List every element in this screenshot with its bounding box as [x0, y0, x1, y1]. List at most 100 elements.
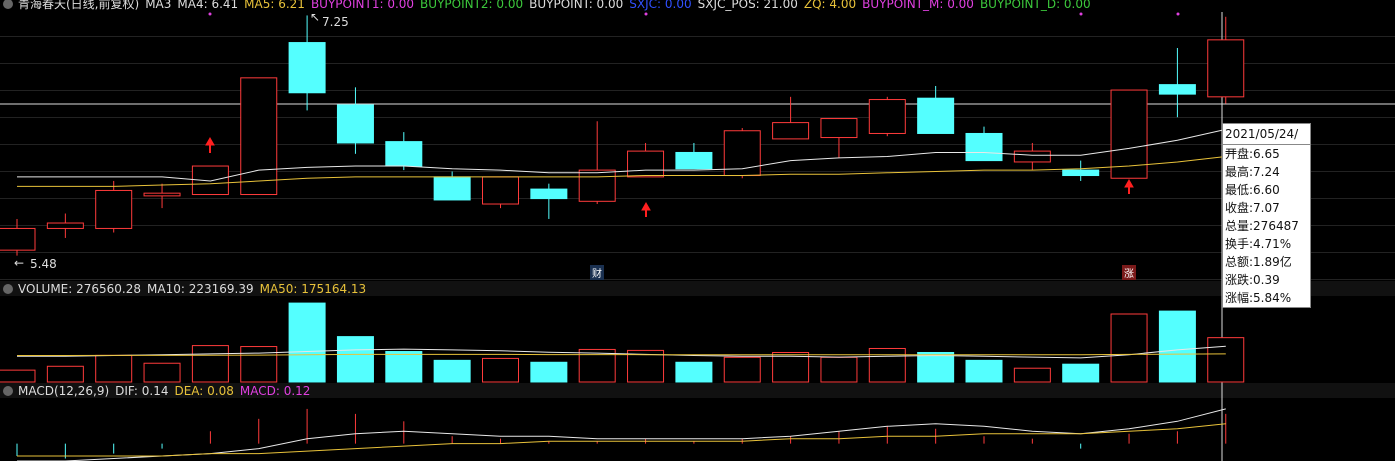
ma-line	[17, 345, 1226, 359]
panel-separator	[0, 281, 1395, 296]
candle-body	[288, 42, 326, 94]
volume-bar	[965, 359, 1003, 383]
candle-body	[0, 227, 36, 251]
legend-item: MA5: 6.21	[244, 0, 305, 11]
volume-bar	[191, 345, 229, 383]
ma-line	[17, 408, 1226, 461]
volume-bar	[627, 349, 665, 383]
main-legend: 青海春天(日线,前复权) MA3 MA4: 6.41 MA5: 6.21 BUYPOIN…	[0, 0, 1097, 11]
candle-body	[95, 189, 133, 229]
legend-item: MACD(12,26,9)	[18, 383, 110, 398]
legend-item: MA10: 223169.39	[147, 281, 254, 296]
legend-icon	[3, 283, 13, 294]
volume-bar	[385, 351, 423, 383]
legend-item: BUYPOINT1: 0.00	[310, 0, 415, 11]
candle-body	[1062, 169, 1100, 177]
legend-item: 青海春天(日线,前复权)	[18, 0, 140, 11]
tooltip-row: 涨跌:0.39	[1225, 273, 1280, 287]
legend-item: MA3	[145, 0, 172, 11]
legend-item: BUYPOINT_M: 0.00	[862, 0, 974, 11]
price-grid	[0, 10, 1395, 280]
tooltip-row: 换手:4.71%	[1225, 237, 1292, 251]
volume-bar	[143, 362, 181, 383]
volume-bar	[723, 356, 761, 383]
legend-item: VOLUME: 276560.28	[18, 281, 141, 296]
candle-body	[336, 104, 374, 144]
badge: 涨	[1122, 265, 1136, 280]
legend-item: DEA: 0.08	[174, 383, 234, 398]
buy-arrows	[205, 136, 1134, 217]
legend-item: DIF: 0.14	[115, 383, 169, 398]
candle-body	[433, 176, 471, 201]
candle-body	[46, 222, 84, 229]
legend-item: BUYPOINT2: 0.00	[420, 0, 524, 11]
tooltip-row: 收盘:7.07	[1225, 201, 1280, 215]
candle-body	[868, 99, 906, 134]
candle-body	[917, 97, 955, 134]
low-label: 5.48	[30, 257, 57, 271]
volume-bar	[336, 336, 374, 383]
volume-bar	[772, 351, 810, 383]
volume-bar	[530, 361, 568, 383]
candle-body	[578, 169, 616, 202]
volume-bar	[868, 347, 906, 383]
tooltip-row: 涨幅:5.84%	[1225, 291, 1292, 305]
volume-legend: VOLUME: 276560.28 MA10: 223169.39 MA50: 17…	[0, 281, 372, 296]
candle-body	[530, 188, 568, 200]
candle-body	[240, 77, 278, 196]
ma-line	[17, 156, 1226, 187]
ma-line	[17, 353, 1226, 356]
tooltip-row: 最低:6.60	[1225, 183, 1280, 197]
legend-icon	[3, 0, 13, 9]
volume-bar	[288, 302, 326, 383]
legend-item: SXJC: 0.00	[629, 0, 692, 11]
tooltip-row: 开盘:6.65	[1225, 147, 1280, 161]
volume-bar	[820, 356, 858, 383]
candle-body	[675, 151, 713, 170]
candle-body	[385, 141, 423, 167]
volume-bar	[675, 361, 713, 383]
high-arrow: ↖	[310, 10, 320, 24]
legend-item: ZQ: 4.00	[803, 0, 857, 11]
legend-item: MACD: 0.12	[239, 383, 311, 398]
tooltip-date: 2021/05/24/一	[1223, 124, 1310, 159]
volume-bar	[0, 369, 36, 383]
legend-item: MA50: 175164.13	[259, 281, 367, 296]
volume-bar	[1207, 337, 1245, 383]
volume-bar	[240, 346, 278, 383]
high-label: 7.25	[322, 15, 349, 29]
tooltip: 2021/05/24/一 开盘:6.65 最高:7.24 最低:6.60 收盘:7.07…	[1222, 123, 1311, 308]
volume-bar	[1013, 367, 1051, 383]
candle-body	[1110, 89, 1148, 179]
macd-legend: MACD(12,26,9) DIF: 0.14 DEA: 0.08 MACD: 0.1…	[0, 383, 316, 398]
ma-line	[17, 423, 1226, 457]
legend-item: SXJC_POS: 21.00	[697, 0, 798, 11]
candle-body	[143, 192, 181, 197]
volume-bar	[917, 351, 955, 383]
candle-body	[1158, 84, 1196, 95]
candle-body	[965, 132, 1003, 162]
volume-bar	[1110, 313, 1148, 383]
tooltip-row: 总额:1.89亿	[1225, 255, 1292, 269]
volume-bar	[95, 354, 133, 383]
candle-body	[1013, 150, 1051, 163]
legend-icon	[3, 385, 13, 396]
legend-item: BUYPOINT_D: 0.00	[979, 0, 1091, 11]
tooltip-row: 总量:276487	[1225, 219, 1299, 233]
tooltip-row: 最高:7.24	[1225, 165, 1280, 179]
volume-bar	[482, 357, 519, 383]
badge: 财	[590, 265, 604, 280]
legend-item: BUYPOINT: 0.00	[529, 0, 624, 11]
volume-bar	[46, 365, 84, 383]
ma-line	[17, 128, 1226, 182]
candle-body	[820, 118, 858, 139]
candle-body	[482, 176, 519, 205]
candle-body	[723, 130, 761, 177]
volume-bar	[1062, 363, 1100, 383]
panel-separator	[0, 383, 1395, 398]
volume-bar	[1158, 310, 1196, 383]
legend-item: MA4: 6.41	[177, 0, 239, 11]
low-arrow: ←	[14, 256, 24, 270]
buy-dots	[208, 12, 1180, 16]
